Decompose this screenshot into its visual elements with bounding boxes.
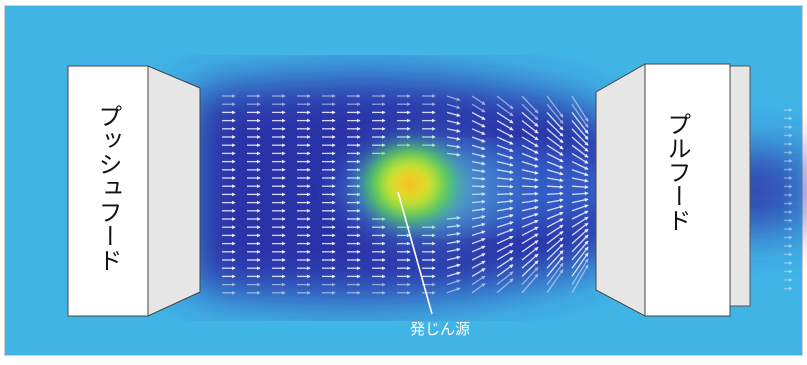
push-hood [68,66,200,316]
dust-source-label: 発じん源 [410,318,470,339]
velocity-vector [547,186,563,187]
pull-hood-label: プルフード [665,112,689,232]
dust-plume [330,120,530,260]
push-hood-label: プッシュフード [96,104,120,272]
